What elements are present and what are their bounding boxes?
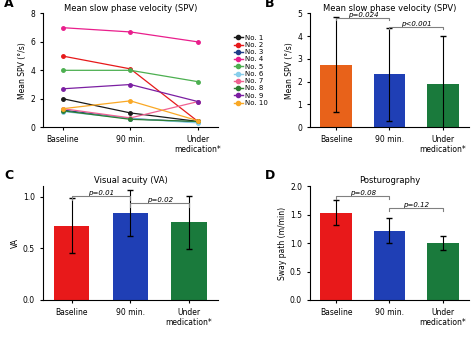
Title: Posturography: Posturography <box>359 177 420 185</box>
Bar <box>320 65 352 127</box>
Bar <box>320 213 352 300</box>
Y-axis label: Mean SPV (°/s): Mean SPV (°/s) <box>285 42 294 99</box>
Text: B: B <box>265 0 274 10</box>
Title: Visual acuity (VA): Visual acuity (VA) <box>93 177 167 185</box>
Bar <box>55 225 90 300</box>
Title: Mean slow phase velocity (SPV): Mean slow phase velocity (SPV) <box>64 4 197 13</box>
Bar <box>427 84 459 127</box>
Bar <box>172 222 207 300</box>
Title: Mean slow phase velocity (SPV): Mean slow phase velocity (SPV) <box>323 4 456 13</box>
Text: p=0.02: p=0.02 <box>146 197 173 203</box>
Y-axis label: VA: VA <box>11 238 20 248</box>
Text: p=0.08: p=0.08 <box>350 190 376 196</box>
Text: p<0.001: p<0.001 <box>401 21 431 27</box>
Y-axis label: Mean SPV (°/s): Mean SPV (°/s) <box>18 42 27 99</box>
Legend: No. 1, No. 2, No. 3, No. 4, No. 5, No. 6, No. 7, No. 8, No. 9, No. 10: No. 1, No. 2, No. 3, No. 4, No. 5, No. 6… <box>231 32 270 109</box>
Bar <box>113 213 148 300</box>
Y-axis label: Sway path (m/min): Sway path (m/min) <box>278 207 287 280</box>
Text: C: C <box>4 170 13 182</box>
Text: p=0.01: p=0.01 <box>88 189 114 195</box>
Text: D: D <box>265 170 275 182</box>
Text: p=0.024: p=0.024 <box>347 12 378 18</box>
Bar <box>374 74 405 127</box>
Bar <box>427 243 459 300</box>
Bar <box>374 231 405 300</box>
Text: p=0.12: p=0.12 <box>403 202 429 208</box>
Text: A: A <box>4 0 14 10</box>
